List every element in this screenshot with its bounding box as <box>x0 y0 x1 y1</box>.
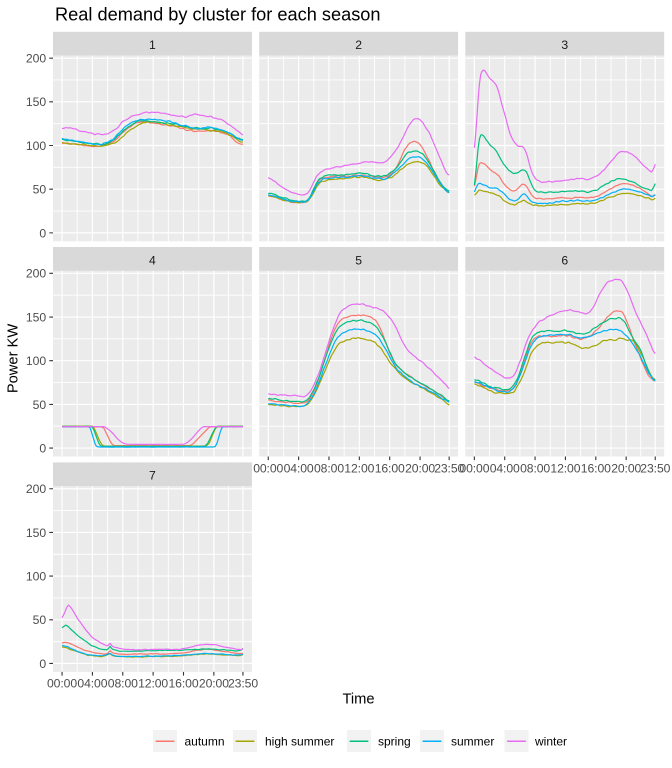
svg-text:50: 50 <box>33 183 47 197</box>
svg-text:2: 2 <box>355 38 362 52</box>
svg-text:summer: summer <box>451 735 494 749</box>
svg-text:12:00: 12:00 <box>138 677 168 691</box>
svg-text:100: 100 <box>26 354 47 368</box>
svg-text:23:50: 23:50 <box>228 677 258 691</box>
svg-text:50: 50 <box>33 398 47 412</box>
svg-text:08:00: 08:00 <box>108 677 138 691</box>
svg-text:Power KW: Power KW <box>5 324 21 394</box>
svg-text:04:00: 04:00 <box>490 461 520 475</box>
svg-text:0: 0 <box>39 442 46 456</box>
svg-text:7: 7 <box>149 469 156 483</box>
svg-text:autumn: autumn <box>185 735 225 749</box>
svg-text:Time: Time <box>342 692 374 708</box>
svg-text:Real demand by cluster for eac: Real demand by cluster for each season <box>55 4 381 24</box>
svg-text:200: 200 <box>26 52 47 66</box>
svg-text:20:00: 20:00 <box>405 461 435 475</box>
svg-text:16:00: 16:00 <box>375 461 405 475</box>
svg-text:20:00: 20:00 <box>611 461 641 475</box>
svg-text:0: 0 <box>39 226 46 240</box>
svg-text:150: 150 <box>26 95 47 109</box>
svg-text:150: 150 <box>26 526 47 540</box>
svg-text:04:00: 04:00 <box>284 461 314 475</box>
svg-text:100: 100 <box>26 570 47 584</box>
svg-text:00:00: 00:00 <box>459 461 489 475</box>
svg-text:23:50: 23:50 <box>434 461 464 475</box>
svg-text:200: 200 <box>26 482 47 496</box>
svg-text:winter: winter <box>534 735 567 749</box>
svg-text:50: 50 <box>33 613 47 627</box>
svg-text:23:50: 23:50 <box>640 461 670 475</box>
svg-text:3: 3 <box>561 38 568 52</box>
svg-text:5: 5 <box>355 253 362 267</box>
svg-text:1: 1 <box>149 38 156 52</box>
svg-text:0: 0 <box>39 657 46 671</box>
svg-text:high summer: high summer <box>265 735 334 749</box>
svg-text:200: 200 <box>26 267 47 281</box>
svg-text:08:00: 08:00 <box>520 461 550 475</box>
svg-text:00:00: 00:00 <box>47 677 77 691</box>
svg-text:12:00: 12:00 <box>344 461 374 475</box>
svg-text:4: 4 <box>149 253 156 267</box>
svg-text:100: 100 <box>26 139 47 153</box>
svg-text:150: 150 <box>26 310 47 324</box>
svg-text:spring: spring <box>378 735 411 749</box>
svg-text:16:00: 16:00 <box>169 677 199 691</box>
svg-text:04:00: 04:00 <box>77 677 107 691</box>
svg-text:20:00: 20:00 <box>199 677 229 691</box>
svg-text:6: 6 <box>561 253 568 267</box>
svg-text:00:00: 00:00 <box>253 461 283 475</box>
svg-text:16:00: 16:00 <box>581 461 611 475</box>
svg-text:08:00: 08:00 <box>314 461 344 475</box>
svg-text:12:00: 12:00 <box>550 461 580 475</box>
